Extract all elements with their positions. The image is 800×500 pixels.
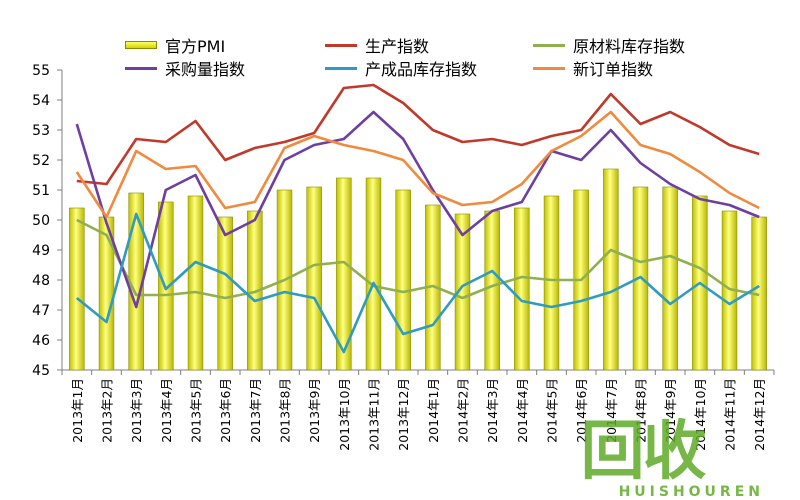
y-tick-label: 55 xyxy=(32,63,50,79)
x-tick-label: 2013年8月 xyxy=(278,378,293,443)
bar-pmi xyxy=(484,210,500,371)
legend-swatch-production xyxy=(325,43,357,47)
y-tick-label: 49 xyxy=(32,243,50,259)
x-tick-label: 2013年10月 xyxy=(337,378,352,451)
line-new-orders xyxy=(75,110,760,219)
bar-pmi xyxy=(365,177,382,371)
x-tick-label: 2014年2月 xyxy=(456,378,471,443)
x-tick-label: 2013年4月 xyxy=(159,378,174,443)
bar-pmi xyxy=(514,207,530,371)
x-tick-label: 2014年6月 xyxy=(574,378,589,443)
x-tick-label: 2013年12月 xyxy=(396,378,411,451)
line-finished-goods-inventory xyxy=(75,212,760,354)
bar-pmi xyxy=(69,207,85,371)
y-tick-label: 51 xyxy=(32,183,50,199)
legend-item-pmi: 官方PMI xyxy=(125,33,225,57)
x-tick-label: 2013年9月 xyxy=(307,378,322,443)
x-tick-label: 2013年5月 xyxy=(189,378,204,443)
x-tick-label: 2014年8月 xyxy=(634,378,649,443)
legend-item-new-orders: 新订单指数 xyxy=(533,56,653,80)
bar-pmi xyxy=(336,177,352,371)
x-tick-label: 2014年10月 xyxy=(693,378,708,451)
legend-item-finished-goods: 产成品库存指数 xyxy=(325,56,477,80)
bar-pmi xyxy=(247,210,263,371)
legend: 官方PMI 生产指数 原材料库存指数 采购量指数 产成品库存指数 新订单指数 xyxy=(0,0,800,80)
legend-swatch-purchase xyxy=(125,66,157,70)
bar-pmi xyxy=(217,216,233,371)
x-tick-label: 2013年3月 xyxy=(129,378,144,443)
x-tick-label: 2013年6月 xyxy=(218,378,233,443)
watermark-subtext: HUISHOUREN xyxy=(618,484,764,500)
bar-pmi xyxy=(187,195,204,371)
watermark-logo: 回收 HUISHOUREN xyxy=(581,420,764,500)
bar-pmi xyxy=(395,189,411,371)
line-purchase xyxy=(75,110,760,309)
legend-label-production: 生产指数 xyxy=(365,37,430,56)
x-tick-label: 2014年3月 xyxy=(485,378,500,443)
x-tick-label: 2014年4月 xyxy=(515,378,530,443)
bar-pmi xyxy=(662,186,678,371)
bar-pmi xyxy=(603,168,619,371)
y-tick-label: 48 xyxy=(32,273,50,289)
x-tick-label: 2014年12月 xyxy=(752,378,767,451)
x-tick-label: 2014年1月 xyxy=(426,378,441,443)
x-tick-label: 2013年7月 xyxy=(248,378,263,443)
legend-swatch-finished-goods xyxy=(325,66,357,70)
x-tick-label: 2014年11月 xyxy=(723,378,738,451)
x-tick-label: 2013年11月 xyxy=(367,378,382,451)
legend-swatch-new-orders xyxy=(533,66,565,70)
legend-label-pmi: 官方PMI xyxy=(165,37,226,56)
y-tick-label: 50 xyxy=(32,213,50,229)
bar-pmi xyxy=(454,213,471,371)
y-tick-label: 54 xyxy=(32,93,50,109)
legend-label-new-orders: 新订单指数 xyxy=(573,60,654,79)
legend-label-purchase: 采购量指数 xyxy=(165,60,246,79)
line-raw-material-inventory xyxy=(76,218,760,300)
x-tick-label: 2014年5月 xyxy=(545,378,560,443)
legend-item-raw-material: 原材料库存指数 xyxy=(533,33,685,57)
y-tick-label: 46 xyxy=(32,333,50,349)
y-tick-label: 53 xyxy=(32,123,50,139)
legend-swatch-pmi xyxy=(125,41,157,49)
x-tick-label: 2013年1月 xyxy=(70,378,85,443)
watermark-text: 回收 xyxy=(580,415,707,489)
legend-label-raw-material: 原材料库存指数 xyxy=(573,37,686,56)
bar-pmi xyxy=(306,186,322,371)
legend-item-purchase: 采购量指数 xyxy=(125,56,245,80)
y-tick-label: 47 xyxy=(32,303,50,319)
x-tick-label: 2014年7月 xyxy=(604,378,619,443)
x-tick-label: 2013年2月 xyxy=(100,378,115,443)
legend-item-production: 生产指数 xyxy=(325,33,429,57)
line-production xyxy=(76,83,760,186)
bar-pmi xyxy=(543,195,560,371)
legend-label-finished-goods: 产成品库存指数 xyxy=(365,60,478,79)
y-tick-label: 45 xyxy=(32,363,50,379)
x-tick-label: 2014年9月 xyxy=(663,378,678,443)
y-tick-label: 52 xyxy=(32,153,50,169)
legend-swatch-raw-material xyxy=(533,43,565,47)
